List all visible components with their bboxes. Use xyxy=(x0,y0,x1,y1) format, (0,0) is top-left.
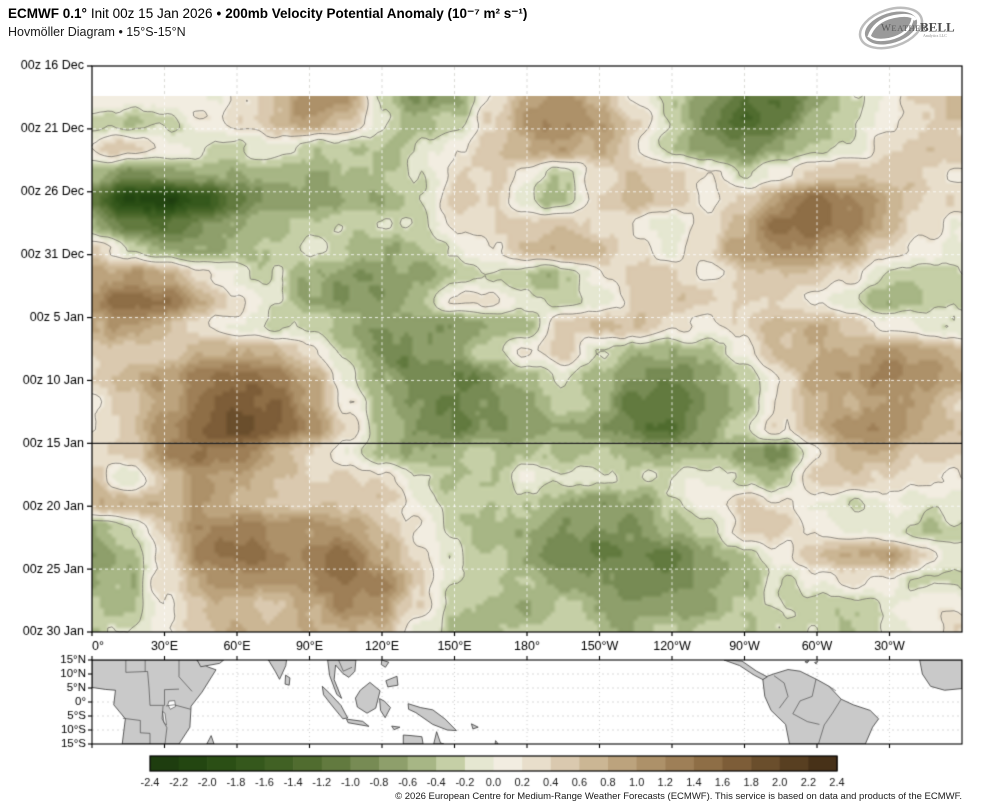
title-init: Init 00z 15 Jan 2026 xyxy=(90,6,213,21)
title-model: ECMWF 0.1° xyxy=(8,6,87,21)
figure-title: ECMWF 0.1° Init 00z 15 Jan 2026 • 200mb Vel… xyxy=(8,5,527,22)
logo-swirl-icon: WEATHER BELL Analytics LLC xyxy=(858,6,955,50)
logo-text-weather: WEATHER xyxy=(881,23,927,34)
figure-subtitle: Hovmöller Diagram • 15°S-15°N xyxy=(8,25,186,39)
copyright-text: © 2026 European Centre for Medium-Range … xyxy=(395,791,962,802)
figure-header: ECMWF 0.1° Init 00z 15 Jan 2026 • 200mb Vel… xyxy=(8,5,527,40)
title-product: 200mb Velocity Potential Anomaly (10⁻⁷ m… xyxy=(225,6,528,21)
title-separator: • xyxy=(216,6,222,21)
logo-text-bell: BELL xyxy=(920,20,955,35)
logo-tagline: Analytics LLC xyxy=(923,33,947,38)
weatherbell-logo: WEATHER BELL Analytics LLC xyxy=(857,2,967,52)
